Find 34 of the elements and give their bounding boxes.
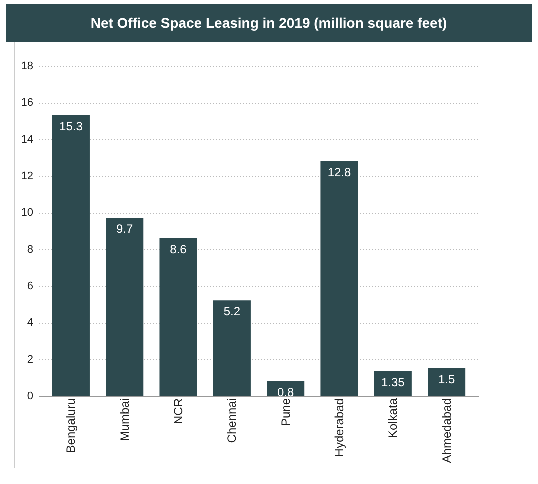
x-tick-label: Hyderabad: [332, 398, 346, 458]
bar: [374, 371, 412, 396]
data-label: 9.7: [116, 222, 134, 236]
y-tick-label: 6: [27, 280, 34, 292]
y-tick-label: 18: [21, 60, 34, 72]
bar: [213, 300, 251, 396]
data-label: 12.8: [328, 165, 352, 180]
y-tick-label: 12: [21, 170, 34, 182]
y-tick-label: 0: [27, 390, 34, 402]
bar: [52, 116, 90, 396]
data-label: 1.35: [381, 375, 406, 390]
bar: [106, 218, 144, 396]
chart-title: Net Office Space Leasing in 2019 (million square feet): [6, 4, 532, 42]
bar: [160, 238, 198, 396]
x-tick-label: Pune: [278, 398, 293, 427]
x-tick-label: Kolkata: [386, 398, 400, 439]
data-label: 5.2: [224, 304, 241, 319]
data-label: 0.8: [277, 385, 294, 400]
y-tick-label: 8: [27, 244, 34, 256]
y-tick-label: 4: [27, 317, 34, 330]
data-label: 1.5: [438, 372, 456, 386]
x-tick-label: Bengaluru: [64, 398, 78, 454]
bar: [428, 368, 466, 396]
data-label: 8.6: [170, 242, 188, 256]
y-tick-label: 14: [21, 134, 34, 146]
x-tick-label: Chennai: [225, 398, 240, 444]
x-tick-label: NCR: [172, 398, 186, 424]
y-tick-label: 16: [21, 97, 34, 110]
data-label: 15.3: [60, 120, 84, 134]
y-tick-label: 10: [21, 207, 34, 220]
x-tick-label: Ahmedabad: [440, 398, 454, 464]
bar: [320, 161, 358, 396]
x-tick-label: Mumbai: [118, 398, 132, 442]
y-tick-label: 2: [27, 354, 34, 366]
